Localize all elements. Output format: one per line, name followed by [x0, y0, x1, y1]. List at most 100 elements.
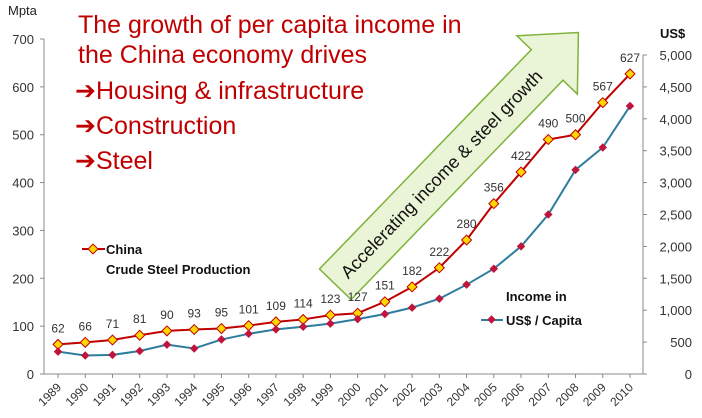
left-tick-label: 400: [12, 176, 34, 191]
x-tick-label: 1998: [280, 380, 309, 409]
title-block: The growth of per capita income in the C…: [75, 11, 462, 175]
right-tick-label: 4,000: [659, 112, 692, 127]
income-point: [189, 344, 199, 353]
right-tick-label: 1,500: [659, 271, 692, 286]
income-point: [380, 309, 390, 319]
income-point: [108, 350, 117, 360]
steel-data-label: 627: [620, 51, 640, 65]
left-tick-label: 700: [12, 32, 34, 47]
legend-steel-marker: [87, 243, 99, 255]
title-line-1: The growth of per capita income in: [78, 11, 462, 39]
steel-point: [243, 320, 255, 332]
steel-data-labels: 62 66 71 81 90 93 95 101 109 114 123 127 151 182 222 28…: [51, 51, 640, 335]
steel-point: [79, 336, 91, 349]
legend-steel: China Crude Steel Production: [82, 242, 251, 277]
x-tick-label: 2001: [362, 380, 391, 409]
steel-point: [515, 166, 527, 178]
left-tick-label: 300: [12, 223, 34, 238]
left-tick-label: 100: [12, 319, 34, 334]
steel-point: [188, 323, 200, 336]
income-point: [162, 340, 172, 349]
income-point: [217, 335, 226, 344]
right-tick-label: 4,500: [659, 80, 692, 95]
right-tick-label: 2,500: [659, 208, 692, 223]
income-point: [244, 329, 253, 339]
steel-data-label: 71: [106, 317, 120, 331]
steel-data-label: 222: [429, 245, 449, 259]
x-tick-label: 1991: [90, 380, 119, 409]
right-tick-label: 5,000: [659, 48, 692, 63]
income-point: [80, 351, 90, 360]
legend-income-line2: US$ / Capita: [506, 313, 583, 328]
x-tick-label: 2002: [389, 380, 418, 409]
title-line-2: the China economy drives: [78, 41, 367, 69]
income-point: [326, 319, 335, 328]
steel-data-label: 490: [538, 117, 558, 131]
left-tick-label: 0: [27, 367, 34, 382]
bullet-construction-text: Construction: [96, 112, 236, 140]
steel-point: [351, 307, 364, 319]
steel-point: [52, 338, 64, 350]
income-point: [271, 325, 281, 334]
right-tick-label: 500: [670, 335, 692, 350]
bullet-housing-text: Housing & infrastructure: [96, 77, 364, 105]
steel-point: [270, 316, 282, 328]
steel-point: [542, 133, 554, 146]
steel-data-label: 66: [79, 319, 93, 333]
income-point: [298, 322, 308, 332]
income-point: [53, 347, 63, 356]
bullet-housing: ➔Housing & infrastructure: [75, 77, 364, 105]
x-tick-label: 2008: [553, 380, 582, 409]
x-tick-label: 2006: [498, 380, 527, 409]
steel-point: [433, 262, 445, 274]
steel-point: [106, 334, 119, 346]
legend-income-marker: [487, 315, 496, 324]
steel-data-label: 567: [593, 80, 613, 94]
right-tick-label: 2,000: [659, 239, 692, 254]
steel-data-label: 109: [266, 299, 286, 313]
right-tick-label: 3,000: [659, 176, 692, 191]
steel-point: [134, 329, 146, 341]
steel-series: [52, 68, 636, 350]
steel-point: [569, 129, 582, 141]
income-point: [135, 346, 144, 356]
x-tick-label: 2000: [335, 380, 364, 409]
x-tick-label: 1990: [63, 380, 92, 409]
income-line: [57, 105, 631, 357]
steel-point: [597, 96, 609, 109]
steel-data-label: 90: [160, 308, 174, 322]
bullet-arrow-icon: ➔: [75, 147, 96, 175]
steel-data-label: 127: [348, 290, 368, 304]
steel-point: [215, 322, 228, 335]
x-tick-label: 1992: [117, 380, 146, 409]
steel-point: [624, 68, 636, 80]
steel-data-label: 81: [133, 312, 147, 326]
bullet-construction: ➔Construction: [75, 112, 236, 140]
bullet-steel: ➔Steel: [75, 147, 153, 175]
x-axis-ticks: 1989199019911992199319941995199619971998…: [35, 374, 636, 409]
right-axis-unit: US$: [660, 26, 686, 41]
bullet-steel-text: Steel: [96, 147, 153, 175]
growth-arrow-shape: [318, 31, 580, 301]
steel-data-label: 182: [402, 264, 422, 278]
bullet-arrow-icon: ➔: [75, 112, 96, 140]
steel-data-label: 151: [375, 279, 395, 293]
left-axis-ticks: 0 100 200 300 400 500 600 700: [12, 32, 44, 382]
x-tick-label: 2007: [526, 380, 555, 409]
x-tick-label: 2004: [444, 380, 473, 409]
steel-data-label: 356: [484, 181, 504, 195]
income-point: [407, 303, 417, 312]
left-tick-label: 600: [12, 80, 34, 95]
x-tick-label: 1995: [199, 380, 228, 409]
legend-income: Income in US$ / Capita: [481, 289, 583, 328]
steel-point: [488, 197, 500, 210]
steel-point: [324, 309, 337, 321]
x-tick-label: 2010: [607, 380, 636, 409]
steel-data-label: 93: [188, 306, 202, 320]
steel-data-label: 114: [294, 296, 313, 310]
income-point: [353, 314, 362, 324]
x-tick-label: 1996: [226, 380, 255, 409]
right-axis-ticks: 0 500 1,000 1,500 2,000 2,500 3,000 3,500 4,000 4…: [643, 48, 692, 382]
steel-data-label: 62: [51, 321, 65, 335]
left-tick-label: 200: [12, 271, 34, 286]
